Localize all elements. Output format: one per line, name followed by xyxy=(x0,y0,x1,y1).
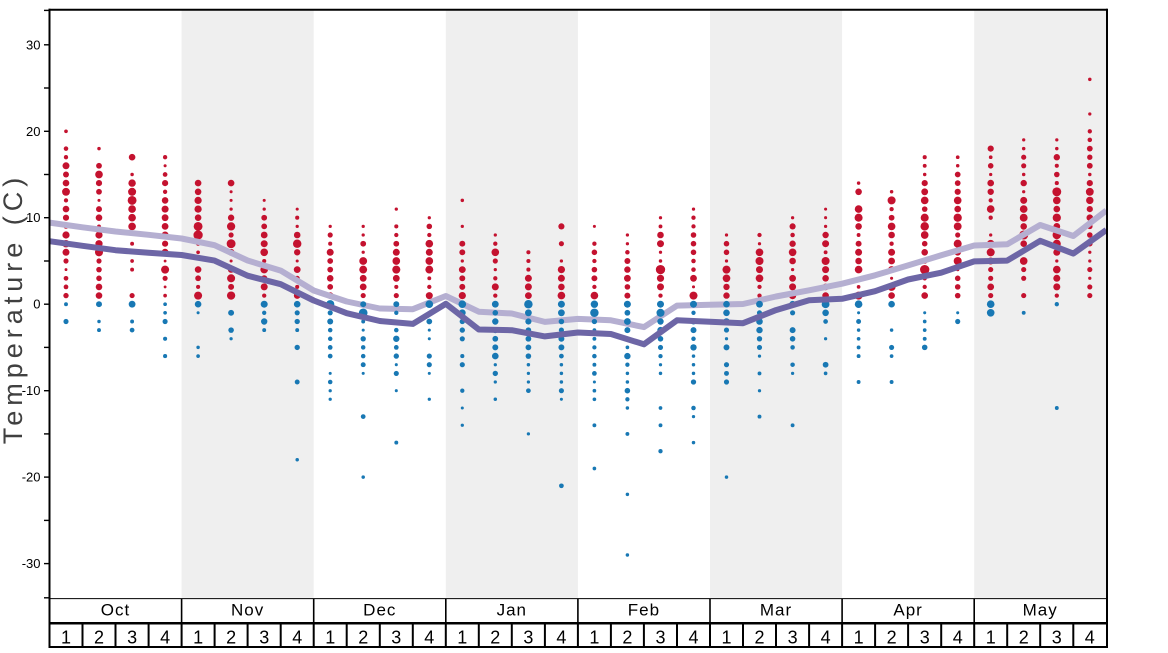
svg-text:2: 2 xyxy=(226,628,236,648)
svg-text:10: 10 xyxy=(26,210,40,225)
svg-text:4: 4 xyxy=(688,628,698,648)
svg-text:Oct: Oct xyxy=(101,601,130,620)
svg-text:2: 2 xyxy=(1019,628,1029,648)
svg-text:20: 20 xyxy=(26,124,40,139)
svg-text:1: 1 xyxy=(325,628,335,648)
svg-text:3: 3 xyxy=(788,628,798,648)
svg-text:3: 3 xyxy=(655,628,665,648)
svg-text:3: 3 xyxy=(523,628,533,648)
svg-text:1: 1 xyxy=(986,628,996,648)
svg-text:4: 4 xyxy=(424,628,434,648)
svg-text:4: 4 xyxy=(556,628,566,648)
svg-text:3: 3 xyxy=(1052,628,1062,648)
svg-text:3: 3 xyxy=(391,628,401,648)
svg-text:1: 1 xyxy=(854,628,864,648)
svg-text:2: 2 xyxy=(490,628,500,648)
svg-text:2: 2 xyxy=(622,628,632,648)
svg-text:1: 1 xyxy=(721,628,731,648)
svg-text:4: 4 xyxy=(292,628,302,648)
svg-text:2: 2 xyxy=(94,628,104,648)
svg-text:2: 2 xyxy=(887,628,897,648)
svg-text:Temperature (C): Temperature (C) xyxy=(0,173,28,445)
svg-text:Jan: Jan xyxy=(497,601,527,620)
svg-text:May: May xyxy=(1023,601,1058,620)
svg-text:Dec: Dec xyxy=(363,601,396,620)
svg-text:4: 4 xyxy=(1085,628,1095,648)
svg-text:4: 4 xyxy=(160,628,170,648)
svg-text:0: 0 xyxy=(33,297,40,312)
svg-text:4: 4 xyxy=(821,628,831,648)
svg-text:1: 1 xyxy=(193,628,203,648)
svg-text:2: 2 xyxy=(358,628,368,648)
svg-text:-10: -10 xyxy=(22,383,41,398)
svg-text:-30: -30 xyxy=(22,556,41,571)
svg-text:1: 1 xyxy=(457,628,467,648)
svg-text:3: 3 xyxy=(259,628,269,648)
svg-text:Feb: Feb xyxy=(628,601,660,620)
svg-text:Mar: Mar xyxy=(760,601,792,620)
svg-text:3: 3 xyxy=(127,628,137,648)
svg-text:1: 1 xyxy=(61,628,71,648)
svg-text:Apr: Apr xyxy=(893,601,922,620)
svg-text:3: 3 xyxy=(920,628,930,648)
svg-text:30: 30 xyxy=(26,37,40,52)
svg-text:1: 1 xyxy=(589,628,599,648)
svg-text:Nov: Nov xyxy=(231,601,264,620)
svg-text:4: 4 xyxy=(953,628,963,648)
svg-text:-20: -20 xyxy=(22,470,41,485)
svg-text:2: 2 xyxy=(754,628,764,648)
